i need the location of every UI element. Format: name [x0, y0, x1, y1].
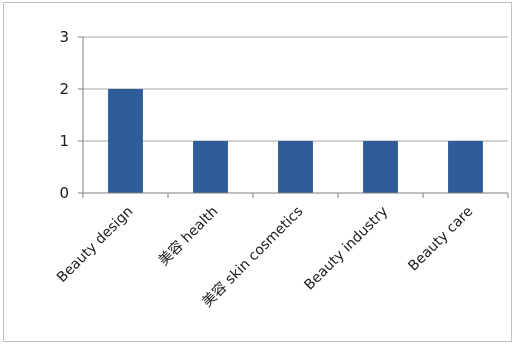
y-tick-label-2: 2 [59, 80, 69, 98]
y-axis-ticks: 0 1 2 3 [59, 28, 84, 202]
x-tick-label-1: Beauty design [54, 204, 136, 286]
chart-frame [3, 2, 512, 342]
bar-2 [193, 141, 228, 193]
y-tick-label-3: 3 [59, 28, 69, 46]
y-tick-label-1: 1 [59, 132, 69, 150]
gridlines [83, 36, 508, 142]
x-tick-label-5: Beauty care [405, 204, 476, 275]
bar-1 [108, 89, 143, 193]
x-tick-label-4: Beauty industry [301, 204, 391, 294]
x-tick-label-2: 美容 health [155, 203, 221, 269]
bar-3 [278, 141, 313, 193]
y-tick-label-0: 0 [59, 184, 69, 202]
bars [108, 89, 483, 193]
bar-4 [363, 141, 398, 193]
bar-5 [448, 141, 483, 193]
